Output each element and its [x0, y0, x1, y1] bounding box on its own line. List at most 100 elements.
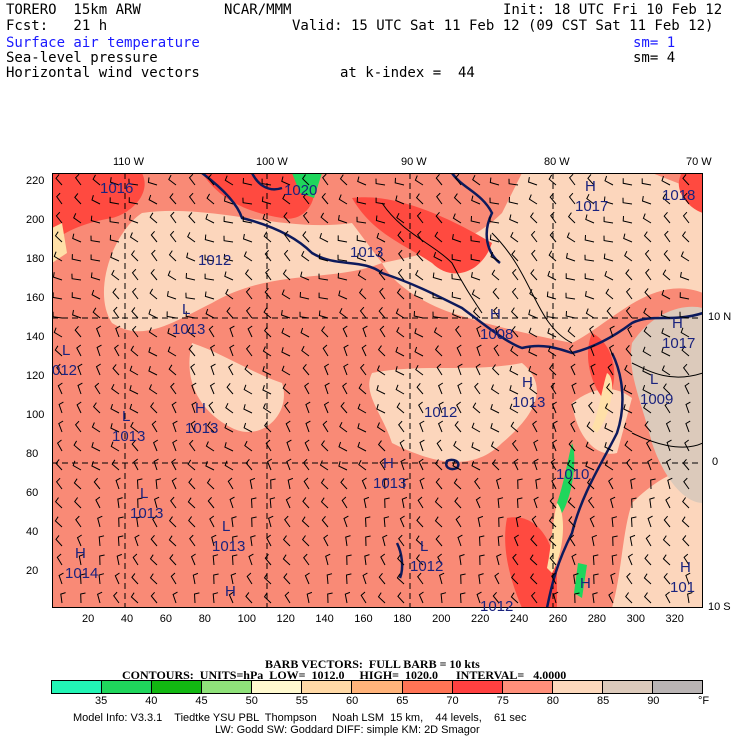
wind-barb [71, 273, 82, 281]
colorbar-tick: 40 [145, 695, 158, 707]
wind-barb [302, 231, 310, 243]
wind-barb [110, 423, 120, 433]
wind-barb [109, 234, 120, 243]
wind-barb [586, 193, 595, 205]
wind-barb [452, 460, 462, 471]
wind-barb [509, 214, 519, 224]
model-physics: LW: Godd SW: Goddard DIFF: simple KM: 2D… [215, 724, 480, 736]
y-tick-label: 60 [26, 487, 39, 499]
wind-barb [398, 249, 405, 262]
wind-barb [60, 592, 66, 604]
wind-barb [281, 365, 291, 376]
wind-barb [318, 292, 329, 300]
wind-barb [263, 231, 272, 243]
wind-barb [242, 233, 253, 243]
wind-barb [681, 231, 690, 243]
wind-barb [496, 553, 502, 566]
wind-barb [114, 572, 120, 585]
wind-barb [284, 230, 291, 243]
wind-barb [356, 216, 367, 224]
wind-barb [58, 420, 64, 433]
wind-barb [439, 572, 445, 585]
wind-barb [149, 212, 158, 224]
wind-barb [454, 173, 462, 186]
wind-barb [664, 401, 671, 414]
wind-barb [261, 178, 272, 186]
wind-barb [172, 420, 178, 433]
wind-barb [471, 460, 481, 471]
wind-barb [475, 496, 481, 509]
wind-barb [281, 289, 291, 300]
wind-barb [344, 591, 351, 604]
wind-barb [204, 291, 215, 300]
wind-barb [490, 423, 500, 433]
wind-barb [551, 439, 558, 452]
wind-barb [682, 535, 690, 547]
wind-barb [187, 326, 196, 338]
wind-barb [249, 477, 256, 490]
wind-barb [489, 177, 500, 186]
wind-barb [472, 307, 481, 319]
wind-barb [73, 440, 82, 452]
wind-barb [232, 535, 238, 547]
wind-barb [322, 344, 329, 357]
wind-barb [150, 268, 158, 281]
wind-barb [54, 516, 63, 528]
colorbar-tick: 80 [546, 695, 560, 707]
wind-barb [212, 554, 219, 566]
wind-barb [337, 272, 348, 281]
wind-barb [75, 515, 82, 528]
x-tick-label: 280 [587, 613, 607, 625]
wind-barb [263, 592, 272, 604]
wind-barb [299, 311, 310, 319]
wind-barb [663, 515, 671, 528]
wind-barb [415, 364, 424, 376]
wind-barb [603, 253, 614, 262]
wind-barb [590, 344, 596, 357]
wind-barb [513, 458, 519, 471]
wind-barb [341, 496, 348, 509]
wind-barb [625, 306, 633, 319]
wind-barb [147, 177, 158, 186]
wind-barb [434, 497, 443, 509]
wind-barb [432, 292, 443, 300]
wind-barb [323, 401, 330, 414]
wind-barb [455, 515, 462, 528]
wind-barb [548, 516, 557, 528]
wind-barb [590, 363, 596, 376]
wind-barb [266, 534, 272, 547]
wind-barb [547, 328, 557, 338]
wind-barb [589, 515, 595, 528]
wind-barb [364, 554, 370, 566]
wind-barb [167, 346, 177, 357]
wind-barb [631, 497, 637, 509]
pressure-value: 1013 [373, 475, 407, 492]
wind-barb [433, 327, 443, 338]
wind-barb [148, 194, 158, 205]
wind-barb [247, 325, 253, 338]
wind-barb [511, 268, 519, 281]
wind-barb [190, 420, 196, 433]
wind-barb [74, 420, 82, 433]
wind-barb [476, 344, 482, 357]
wind-barb [170, 211, 177, 224]
wind-barb [417, 572, 424, 585]
y-tick-label: 160 [26, 292, 45, 304]
wind-barb [280, 310, 291, 319]
wind-barb [490, 384, 500, 395]
wind-barb [282, 554, 291, 566]
wind-barb [644, 249, 652, 262]
x-tick-label: 160 [354, 613, 373, 625]
wind-barb [624, 250, 633, 262]
wind-barb [397, 592, 405, 604]
wind-barb [185, 292, 196, 300]
wind-barb [529, 212, 538, 224]
wind-barb [131, 287, 139, 300]
wind-barb [456, 344, 462, 357]
wind-barb [111, 269, 120, 281]
wind-barb [210, 363, 216, 376]
wind-barb [604, 442, 614, 452]
wind-barb [396, 326, 405, 338]
wind-barb [415, 269, 424, 281]
wind-barb [188, 192, 196, 205]
